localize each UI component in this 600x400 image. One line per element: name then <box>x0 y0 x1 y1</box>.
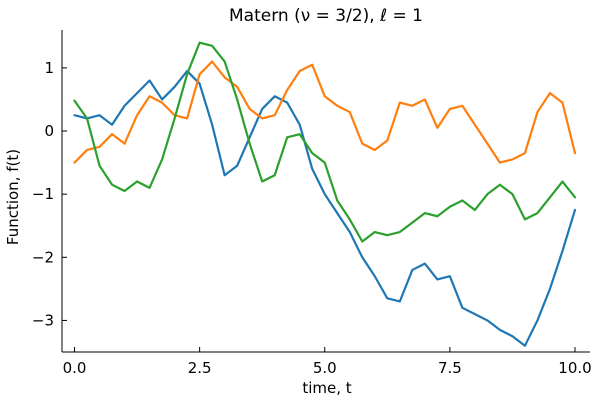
x-tick-label: 5.0 <box>313 359 337 377</box>
y-tick-label: −1 <box>32 185 54 203</box>
y-tick-label: −2 <box>32 248 54 266</box>
series-line-3 <box>73 41 577 243</box>
y-tick-label: −3 <box>32 311 54 329</box>
x-axis-label: time, t <box>302 379 351 397</box>
series-line-1 <box>73 69 577 347</box>
y-tick-label: 1 <box>44 59 54 77</box>
y-tick-label: 0 <box>44 122 54 140</box>
x-tick-label: 10.0 <box>558 359 591 377</box>
series-line-2 <box>73 60 577 164</box>
x-tick-label: 0.0 <box>63 359 87 377</box>
chart-title: Matern (ν = 3/2), ℓ = 1 <box>229 6 423 26</box>
series-group <box>73 41 577 347</box>
x-tick-label: 7.5 <box>438 359 462 377</box>
x-tick-label: 2.5 <box>188 359 212 377</box>
axes: 0.0 2.5 5.0 7.5 10.0 1 0 −1 −2 −3 <box>32 30 592 377</box>
y-axis-label: Function, f(t) <box>4 149 22 245</box>
